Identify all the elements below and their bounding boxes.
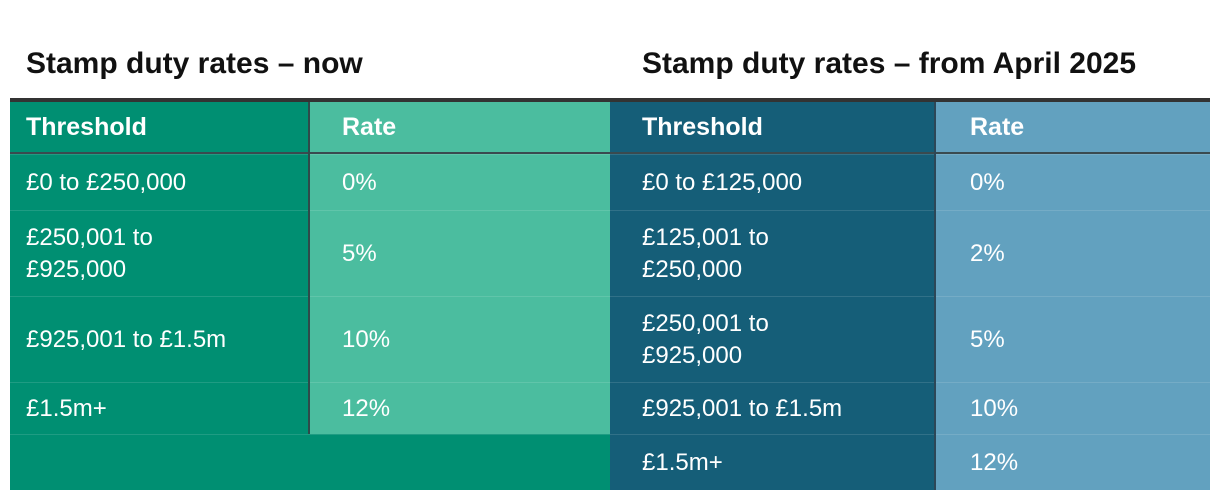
- threshold-cell: £0 to £125,000: [610, 154, 934, 210]
- rate-cell: 0%: [310, 154, 610, 210]
- table-stamp-duty-april-2025: Threshold Rate £0 to £125,000 0% £125,00…: [610, 102, 1210, 490]
- threshold-cell: £250,001 to £925,000: [10, 210, 308, 296]
- threshold-cell: £925,001 to £1.5m: [10, 296, 308, 382]
- threshold-line: £250,001 to: [642, 309, 769, 337]
- rate-cell: 2%: [936, 210, 1210, 296]
- header-rate: Rate: [936, 102, 1210, 154]
- rate-cell: 5%: [936, 296, 1210, 382]
- title-stamp-duty-april-2025: Stamp duty rates – from April 2025: [642, 47, 1137, 80]
- rate-cell: 5%: [310, 210, 610, 296]
- rate-cell: 0%: [936, 154, 1210, 210]
- threshold-line: £250,000: [642, 255, 743, 283]
- threshold-cell: £925,001 to £1.5m: [610, 382, 934, 434]
- header-rate: Rate: [310, 102, 610, 154]
- rate-cell: 10%: [310, 296, 610, 382]
- threshold-line: £125,001 to: [642, 223, 769, 251]
- threshold-cell: £1.5m+: [10, 382, 308, 434]
- threshold-cell: £1.5m+: [610, 434, 934, 490]
- header-threshold: Threshold: [610, 102, 934, 154]
- threshold-cell: £250,001 to £925,000: [610, 296, 934, 382]
- column-divider: [308, 102, 310, 434]
- rate-cell: 12%: [310, 382, 610, 434]
- title-stamp-duty-now: Stamp duty rates – now: [26, 47, 363, 80]
- threshold-line: £925,000: [642, 341, 743, 369]
- rate-cell: 10%: [936, 382, 1210, 434]
- threshold-cell: £0 to £250,000: [10, 154, 308, 210]
- rate-cell: 12%: [936, 434, 1210, 490]
- column-divider: [934, 102, 936, 490]
- empty-row: [10, 434, 610, 490]
- threshold-line: £925,000: [26, 255, 127, 283]
- table-top-rule: [10, 98, 1210, 102]
- threshold-line: £250,001 to: [26, 223, 153, 251]
- threshold-cell: £125,001 to £250,000: [610, 210, 934, 296]
- header-threshold: Threshold: [10, 102, 308, 154]
- table-stamp-duty-now: Threshold Rate £0 to £250,000 0% £250,00…: [10, 102, 610, 490]
